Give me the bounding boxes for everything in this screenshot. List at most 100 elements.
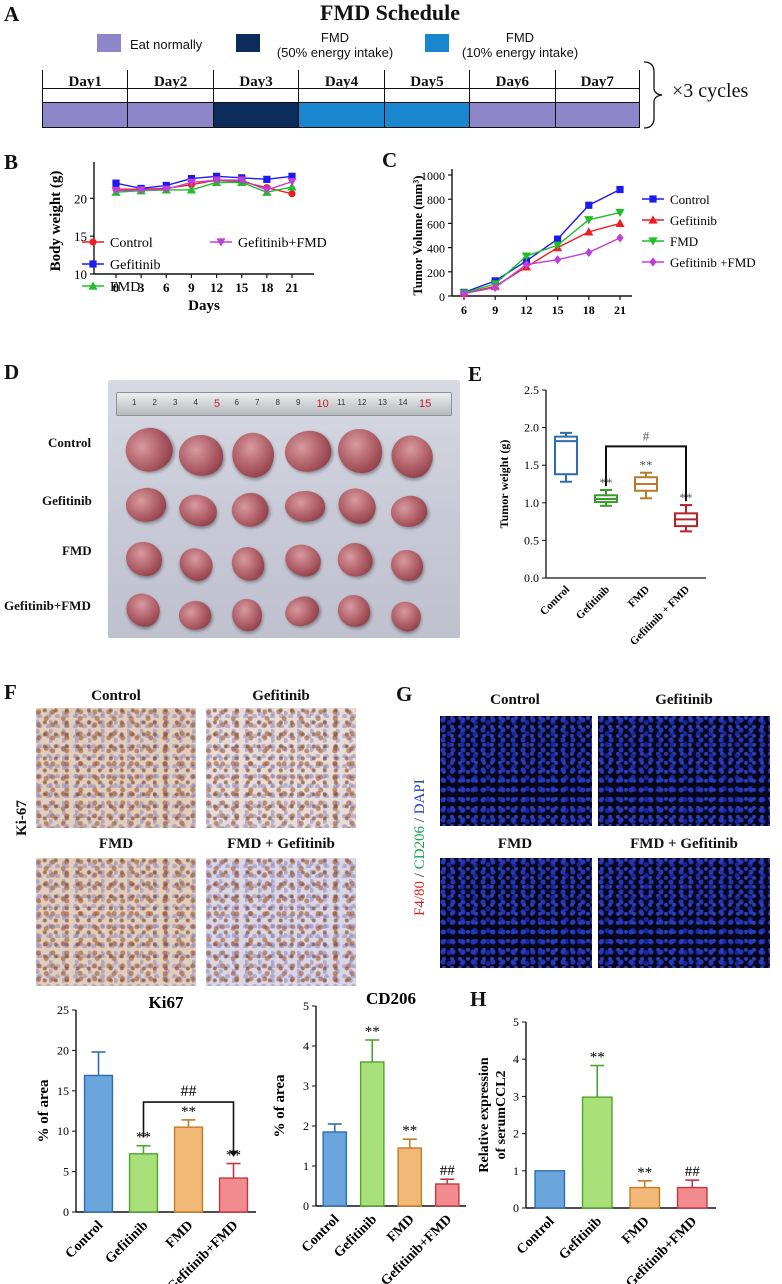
bar-rect (173, 1126, 204, 1213)
bar-gefitinib: ** (581, 1050, 613, 1209)
bar-rect (581, 1096, 613, 1209)
if-label-control: Control (490, 692, 540, 708)
schedule-day-label: Day4 (324, 74, 359, 90)
x-tick-label: Gefitinib (103, 1218, 152, 1267)
ihc-image-control (36, 708, 196, 828)
data-point (287, 178, 297, 187)
y-tick-label: 10 (57, 1124, 69, 1138)
legend-label: Gefitinib+FMD (238, 236, 327, 251)
if-label-fmd: FMD (497, 836, 533, 852)
x-tick-label: FMD (384, 1212, 417, 1245)
cycles-label: ×3 cycles (672, 80, 749, 102)
x-tick-label: 9 (188, 280, 195, 295)
data-point (263, 175, 271, 183)
significance-label: ** (640, 458, 653, 473)
if-image-fmd (440, 858, 592, 968)
legend-item-control: Control (642, 192, 710, 207)
schedule-day-bar (213, 102, 299, 128)
legend-item-fmd: FMD (82, 280, 140, 295)
bar-rect (434, 1183, 460, 1207)
data-point (288, 172, 296, 180)
data-point (616, 185, 624, 194)
ruler-number: 1 (132, 398, 137, 407)
legend-label: Control (110, 236, 153, 251)
schedule-day-7: Day7 (554, 70, 640, 128)
legend-swatch-fmd-50 (236, 34, 260, 52)
ruler-number: 15 (419, 398, 432, 410)
body-weight-chart: 10 15 20 0 3 6 9 12 15 18 21 Days Body weight (g) Con… (48, 162, 327, 314)
box-control (554, 431, 578, 483)
photo-row-label-control: Control (48, 435, 92, 450)
schedule-day-label: Day5 (410, 74, 444, 90)
ihc-image-gefitinib (206, 708, 356, 828)
cycle-bracket (643, 61, 663, 129)
data-point (211, 176, 222, 185)
if-label-gefitinib: Gefitinib (655, 692, 713, 708)
ihc-image-fmd (36, 858, 196, 986)
y-axis-label: Tumor weight (g) (497, 440, 511, 529)
data-point (585, 201, 593, 209)
schedule-title: FMD Schedule (320, 0, 460, 25)
legend-item-gefitinib: Gefitinib (642, 213, 717, 228)
ruler (116, 392, 452, 416)
x-tick-label: FMD (626, 584, 652, 610)
x-tick-label: Gefitinib (557, 1214, 606, 1263)
y-axis-label: Relative expression of serumCCL2 (477, 1057, 509, 1172)
data-point (111, 187, 121, 196)
schedule-day-1: Day1 (42, 70, 128, 128)
schedule-day-3: Day3 (212, 70, 299, 128)
schedule-day-bar (470, 102, 555, 128)
box-body (554, 435, 578, 476)
series-line-fmd (115, 181, 293, 193)
data-point (287, 182, 297, 191)
tumor-photo-panel: 1 2 3 4 5 6 7 8 9 10 11 12 13 14 15 Control Gefitinib FM… (0, 380, 460, 638)
series-control (460, 185, 624, 296)
x-tick-label: 9 (492, 303, 498, 317)
y-axis-label-line: of serumCCL2 (494, 1070, 509, 1159)
data-point (186, 185, 197, 194)
significance-label: ** (402, 1123, 417, 1139)
ruler-number: 9 (296, 398, 301, 407)
legend-label: FMD (670, 234, 698, 249)
x-tick-label: 3 (138, 280, 145, 295)
if-side-label: F4/80 / CD206 / DAPI (412, 779, 429, 916)
bar-rect (676, 1186, 708, 1209)
photo-row-label-gefitinib: Gefitinib (42, 493, 92, 508)
x-tick-label: 0 (113, 280, 120, 295)
bar-rect (322, 1131, 348, 1207)
x-axis-label: Days (188, 298, 220, 314)
if-panel: Control Gefitinib FMD FMD + Gefitinib F4… (400, 686, 782, 986)
bar-fmd: ** (397, 1123, 423, 1207)
legend-item-gefitinib-fmd: Gefitinib +FMD (642, 255, 756, 270)
legend-label: FMD (110, 280, 140, 295)
y-tick-label: 3 (513, 1089, 519, 1103)
ihc-label-gefitinib: Gefitinib (252, 688, 310, 704)
x-tick-label: Control (514, 1214, 558, 1258)
data-point (212, 172, 221, 180)
if-side-label-part: / (412, 814, 428, 826)
ihc-label-control: Control (91, 688, 141, 704)
y-tick-label: 4 (513, 1052, 519, 1066)
photo-row-label-fmd: FMD (62, 543, 92, 558)
legend-item-control: Control (82, 236, 153, 251)
data-point (187, 175, 196, 183)
bar-rect (397, 1147, 423, 1207)
y-tick-label: 0.5 (524, 533, 539, 547)
y-tick-label: 200 (427, 266, 445, 280)
y-tick-label: 3 (303, 1079, 309, 1093)
schedule-day-label: Day2 (153, 74, 188, 90)
legend-label-fmd-50: FMD (50% energy intake) (270, 30, 400, 60)
data-point (553, 241, 563, 250)
bar-rect (534, 1170, 566, 1209)
ruler-number: 3 (173, 398, 178, 407)
y-tick-label: 1 (513, 1164, 519, 1178)
bar-fmd: ** (629, 1165, 661, 1209)
ihc-image-fmd-gefitinib (206, 858, 356, 986)
schedule-day-bar (128, 102, 213, 128)
schedule-day-bar (299, 102, 384, 128)
ki67-bar-chart: Ki67 0 5 10 15 20 25 % of area Control ** Gefitini… (36, 993, 256, 1284)
schedule-axis-line (42, 88, 640, 89)
panel-letter-d: D (4, 360, 20, 384)
y-tick-label: 2.5 (524, 383, 539, 397)
ruler-number: 6 (234, 398, 239, 407)
